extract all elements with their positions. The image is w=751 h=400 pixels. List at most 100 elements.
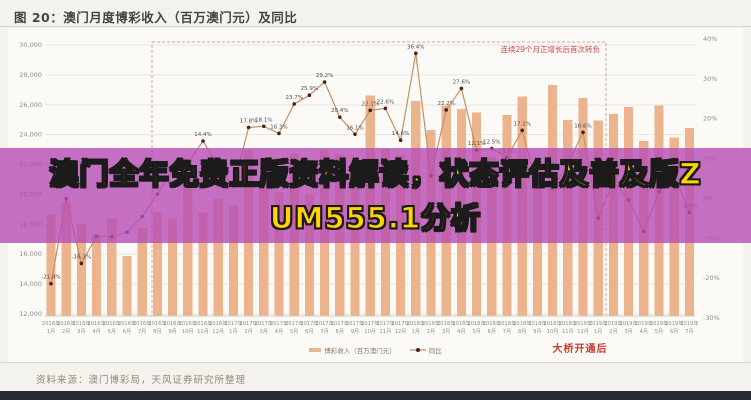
x-axis-month-label: 5月 [472, 328, 481, 335]
x-axis-month-label: 3月 [624, 328, 633, 335]
x-axis-year-label: 2017年 [255, 319, 273, 327]
x-axis-month-label: 3月 [442, 328, 451, 335]
x-axis-year-label: 2018年 [528, 319, 546, 327]
x-axis-month-label: 10月 [364, 328, 376, 335]
x-axis-month-label: 11月 [380, 328, 392, 335]
yoy-value-label: 23.7% [285, 95, 302, 101]
x-axis-month-label: 10月 [182, 328, 194, 335]
legend-yoy-label: 同比 [428, 347, 442, 355]
x-axis-month-label: 2月 [244, 328, 253, 335]
yoy-point [459, 86, 464, 91]
right-axis-tick: -30% [703, 314, 720, 322]
yoy-point [307, 93, 312, 97]
left-axis-tick: 24,000 [19, 131, 42, 139]
x-axis-month-label: 6月 [670, 328, 679, 335]
x-axis-year-label: 2017年 [300, 319, 318, 327]
x-axis-year-label: 2018年 [483, 319, 501, 327]
revenue-bar [152, 211, 162, 316]
x-axis-year-label: 2017年 [361, 319, 379, 327]
x-axis-month-label: 2月 [609, 328, 618, 335]
yoy-value-label: 22.1% [361, 101, 378, 107]
yoy-value-label: 12.5% [483, 140, 500, 146]
x-axis-year-label: 2017年 [315, 319, 333, 327]
bottom-bar [0, 391, 751, 400]
revenue-bar [46, 214, 56, 316]
yoy-value-label: 36.4% [407, 44, 424, 50]
x-axis-month-label: 9月 [168, 328, 177, 335]
yoy-point [383, 106, 388, 111]
yoy-value-label: 17.8% [240, 118, 257, 124]
x-axis-year-label: 2019年 [619, 319, 637, 327]
x-axis-month-label: 6月 [123, 328, 132, 335]
right-axis-tick: 20% [703, 115, 717, 123]
yoy-point [520, 128, 524, 133]
x-axis-month-label: 2月 [427, 328, 436, 335]
x-axis-month-label: 4月 [275, 328, 284, 335]
yoy-point [277, 131, 281, 136]
post-bridge-annotation: 大桥开通后 [552, 344, 608, 355]
yoy-point [338, 115, 342, 119]
x-axis-month-label: 5月 [290, 328, 299, 335]
x-axis-month-label: 1月 [47, 328, 56, 335]
legend-item-yoy: 同比 [409, 345, 442, 355]
yoy-point [79, 261, 84, 266]
yoy-value-label: 22.6% [377, 99, 394, 105]
x-axis-year-label: 2018年 [574, 319, 592, 327]
yoy-value-label: 16.3% [270, 124, 287, 130]
x-axis-month-label: 7月 [503, 328, 512, 335]
revenue-bar [274, 191, 284, 316]
yoy-value-label: 12.1% [468, 141, 485, 147]
x-axis-month-label: 5月 [655, 328, 664, 335]
x-axis-year-label: 2018年 [422, 319, 440, 327]
x-axis-year-label: 2017年 [224, 319, 242, 327]
yoy-value-label: -21.4% [41, 275, 60, 281]
x-axis-month-label: 8月 [153, 328, 162, 335]
yoy-value-label: 14.4% [194, 132, 211, 138]
yoy-value-label: 17.1% [513, 121, 530, 127]
x-axis-month-label: 12月 [212, 328, 224, 335]
x-axis-year-label: 2017年 [239, 319, 257, 327]
yoy-point [444, 108, 449, 112]
x-axis-month-label: 4月 [640, 328, 649, 335]
legend-item-revenue: 博彩收入（百万澳门元） [309, 345, 396, 355]
yoy-value-label: 16.1% [346, 125, 363, 131]
left-axis-tick: 30,000 [19, 41, 42, 49]
x-axis-month-label: 1月 [229, 328, 238, 335]
revenue-bar [122, 255, 132, 316]
yoy-point [398, 138, 403, 143]
x-axis-year-label: 2018年 [543, 319, 561, 327]
yoy-point [581, 130, 585, 135]
x-axis-month-label: 7月 [138, 328, 147, 335]
revenue-bar [213, 198, 223, 316]
yoy-value-label: 27.6% [453, 79, 470, 85]
revenue-bar [76, 224, 86, 316]
left-axis-tick: 12,000 [19, 310, 42, 318]
yoy-point [246, 125, 251, 130]
x-axis-month-label: 12月 [577, 328, 589, 335]
legend-revenue-label: 博彩收入（百万澳门元） [324, 347, 396, 355]
x-axis-month-label: 3月 [77, 328, 86, 335]
yoy-value-label: 25.9% [301, 86, 318, 92]
x-axis-month-label: 6月 [488, 328, 497, 335]
yoy-point [49, 281, 53, 286]
yoy-value-label: -16.3% [72, 254, 91, 260]
yoy-value-label: 20.4% [331, 108, 348, 114]
revenue-bar [350, 173, 360, 316]
yoy-point [322, 80, 327, 84]
overlay-banner: 澳门全年免费正版资料解读，状态评估及普及版Z UM555.1分析 [0, 148, 751, 243]
x-axis-year-label: 2018年 [513, 319, 531, 327]
revenue-bar [168, 218, 178, 316]
left-axis-tick: 28,000 [19, 71, 42, 79]
revenue-bar [61, 201, 71, 316]
line-series-icon [409, 348, 426, 352]
x-axis-year-label: 2017年 [331, 319, 349, 327]
right-axis-tick: -20% [703, 274, 720, 282]
x-axis-year-label: 2019年 [650, 319, 668, 327]
x-axis-month-label: 10月 [547, 328, 559, 335]
x-axis-month-label: 4月 [92, 328, 101, 335]
x-axis-month-label: 1月 [412, 328, 421, 335]
chart-legend: 博彩收入（百万澳门元） 同比 [0, 344, 751, 356]
x-axis-month-label: 8月 [336, 328, 345, 335]
x-axis-month-label: 9月 [533, 328, 542, 335]
x-axis-year-label: 2017年 [270, 319, 288, 327]
